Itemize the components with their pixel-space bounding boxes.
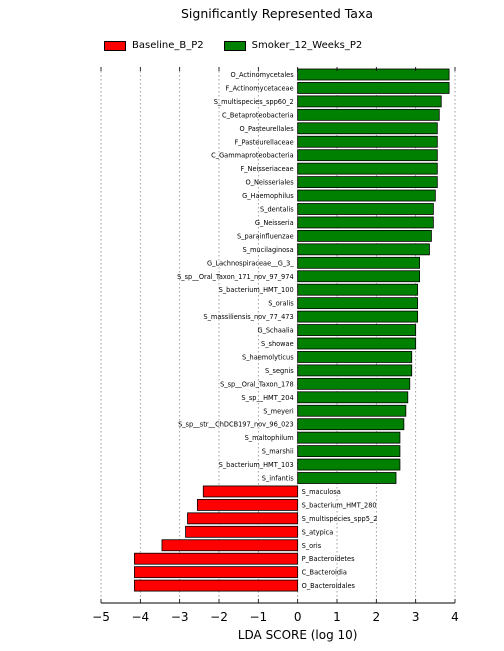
bar-label: C_Gammaproteobacteria	[211, 152, 293, 160]
bar-label: F_Actinomycetaceae	[226, 84, 294, 92]
bar-label: G_Haemophilus	[242, 192, 294, 200]
bar-label: S_sp__Oral_Taxon_178	[220, 380, 294, 388]
bar	[297, 82, 450, 94]
bar-label: O_Pasteurellales	[240, 125, 295, 133]
bar	[297, 203, 434, 215]
bar	[202, 485, 299, 498]
x-tick-label: −1	[249, 610, 267, 624]
bar-label: S_sp__Oral_Taxon_171_nov_97_974	[177, 273, 294, 281]
bar	[297, 445, 401, 458]
bar	[297, 176, 438, 189]
x-tick-label: 2	[373, 610, 381, 624]
bar-label: S_bacterium_HMT_100	[219, 286, 294, 294]
bar	[297, 458, 401, 471]
x-tick-label: 4	[451, 610, 459, 624]
bar-label: S_marshii	[262, 448, 294, 456]
bar	[297, 243, 430, 256]
bar	[297, 404, 407, 417]
bar-label: C_Bacteroidia	[302, 569, 347, 577]
x-tick-label: 1	[333, 610, 341, 624]
x-axis-label: LDA SCORE (log 10)	[238, 628, 358, 642]
bar-label: S_maculosa	[302, 488, 341, 496]
bar	[297, 418, 405, 431]
bar	[297, 351, 413, 363]
bar	[134, 566, 299, 579]
legend-label-smoker: Smoker_12_Weeks_P2	[251, 40, 363, 51]
bar-label: S_segnis	[265, 367, 294, 375]
bar	[196, 498, 299, 511]
bar-label: O_Bacteroidales	[302, 582, 356, 590]
legend-swatch-smoker	[223, 40, 246, 51]
x-tick-label: 0	[294, 610, 302, 624]
bar-label: S_sp__str__ChDCB197_nov_96_023	[178, 421, 294, 429]
bar-label: S_showae	[261, 340, 294, 348]
x-tick-label: −5	[92, 610, 110, 624]
bar-label: S_multispecies_spp5_2	[302, 515, 378, 523]
bar	[297, 149, 438, 162]
x-tick-label: −2	[210, 610, 228, 624]
bar-label: F_Neisseriaceae	[240, 165, 293, 173]
bar-label: S_oris	[302, 542, 322, 550]
legend-item-smoker: Smoker_12_Weeks_P2	[223, 40, 363, 51]
bar	[161, 539, 299, 552]
bar	[185, 525, 299, 538]
bar	[297, 324, 417, 336]
bar-label: O_Actinomycetales	[231, 71, 295, 79]
bar	[297, 297, 419, 310]
bar-label: C_Betaproteobacteria	[222, 111, 294, 119]
bar-label: O_Neisseriales	[246, 179, 295, 187]
bar	[297, 472, 397, 484]
bar	[297, 256, 420, 269]
bar-label: S_bacterium_HMT_280	[302, 501, 377, 509]
bar	[297, 216, 434, 229]
bar-label: S_massiliensis_nov_77_473	[203, 313, 293, 321]
bar	[297, 283, 419, 296]
bar-label: S_dentalis	[260, 206, 294, 214]
bar	[297, 108, 440, 121]
legend-label-baseline: Baseline_B_P2	[132, 40, 204, 51]
bar-label: S_parainfluenzae	[237, 232, 294, 240]
bar-label: F_Pasteurellaceae	[234, 138, 293, 146]
bar-label: G_Lachnospiraceae__G_3_	[207, 259, 294, 267]
legend: Baseline_B_P2 Smoker_12_Weeks_P2	[104, 40, 362, 51]
bar-label: S_bacterium_HMT_103	[219, 461, 294, 469]
bar-label: S_maltophilum	[245, 434, 294, 442]
bar	[297, 270, 420, 283]
bar	[297, 135, 438, 148]
x-tick-label: −4	[131, 610, 149, 624]
bar	[297, 391, 409, 404]
bar-label: P_Bacteroidetes	[302, 555, 355, 563]
bar	[134, 552, 299, 565]
legend-swatch-baseline	[104, 40, 126, 51]
bar	[297, 431, 401, 444]
bar	[297, 310, 419, 323]
bar	[297, 68, 450, 81]
bar-label: S_meyeri	[263, 407, 294, 415]
bar	[187, 512, 299, 525]
legend-item-baseline: Baseline_B_P2	[104, 40, 204, 51]
bar	[297, 229, 432, 242]
bar	[297, 95, 442, 108]
bar-label: S_sp__HMT_204	[241, 394, 293, 402]
bar-label: S_mucilaginosa	[243, 246, 294, 254]
bar	[297, 364, 413, 377]
chart-title: Significantly Represented Taxa	[180, 6, 374, 21]
x-tick-label: −3	[171, 610, 189, 624]
bar-label: S_atypica	[302, 528, 334, 536]
bar-label: S_infantis	[262, 475, 294, 483]
bar-label: G_Schaalia	[257, 327, 293, 335]
bar	[297, 189, 436, 202]
bar	[297, 377, 411, 390]
bar	[134, 579, 299, 592]
bar-label: S_multispecies_spp60_2	[214, 98, 294, 106]
bar	[297, 162, 438, 175]
bar-label: G_Neisseria	[255, 219, 294, 227]
bar-label: S_oralis	[268, 300, 294, 308]
x-tick-label: 3	[412, 610, 420, 624]
bar	[297, 122, 438, 135]
bar	[297, 337, 417, 350]
bar-label: S_haemolyticus	[242, 353, 294, 361]
